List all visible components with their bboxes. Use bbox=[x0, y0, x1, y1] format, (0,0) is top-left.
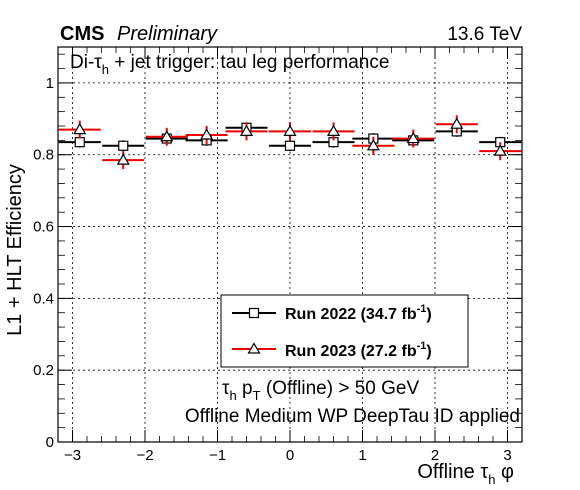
axis-ticks bbox=[57, 47, 523, 443]
x-tick-label: 3 bbox=[503, 447, 511, 464]
x-tick-label: −1 bbox=[209, 447, 226, 464]
selection-note-pt: τh pT (Offline) > 50 GeV bbox=[222, 378, 419, 403]
legend-label-run2023: Run 2023 (27.2 fb-1) bbox=[285, 340, 432, 360]
x-tick-label: 2 bbox=[431, 447, 439, 464]
y-tick-label: 0.2 bbox=[33, 362, 54, 379]
y-tick-label: 1 bbox=[46, 75, 54, 92]
data-point-triangle bbox=[366, 139, 380, 151]
data-point-triangle bbox=[116, 153, 130, 165]
data-series bbox=[58, 115, 522, 170]
experiment-label: CMS bbox=[60, 23, 104, 45]
legend-marker-run2023 bbox=[247, 342, 261, 354]
legend-box bbox=[220, 294, 469, 368]
energy-label: 13.6 TeV bbox=[447, 24, 522, 45]
data-point-square bbox=[284, 140, 296, 151]
data-point-square bbox=[74, 137, 85, 148]
selection-note-id: Offline Medium WP DeepTau ID applied bbox=[185, 406, 520, 427]
y-axis-title: L1 + HLT Efficiency bbox=[4, 164, 26, 336]
data-point-triangle bbox=[239, 124, 254, 136]
chart-inner-title: Di-τh + jet trigger: tau leg performance bbox=[70, 52, 389, 77]
x-axis-title: Offline τh φ bbox=[417, 461, 514, 487]
legend-marker-run2022 bbox=[248, 307, 260, 319]
y-tick-label: 0.6 bbox=[33, 219, 54, 236]
status-label: Preliminary bbox=[117, 23, 218, 45]
data-point-triangle bbox=[283, 124, 297, 136]
data-point-triangle bbox=[73, 122, 87, 135]
tick-labels: −3 −2 −1 0 1 2 3 0 0.2 0.4 0.6 0.8 1 bbox=[33, 75, 512, 464]
x-tick-label: 1 bbox=[358, 447, 366, 464]
x-tick-label: −2 bbox=[136, 447, 153, 464]
data-point-triangle bbox=[450, 117, 464, 129]
data-point-square bbox=[118, 140, 129, 151]
data-point-triangle bbox=[326, 124, 341, 136]
y-tick-label: 0.4 bbox=[33, 290, 54, 307]
series-1 bbox=[58, 115, 522, 170]
data-point-triangle bbox=[200, 128, 214, 140]
x-tick-label: 0 bbox=[286, 447, 294, 464]
legend: Run 2022 (34.7 fb-1) Run 2023 (27.2 fb-1… bbox=[220, 294, 469, 368]
x-tick-label: −3 bbox=[64, 447, 81, 464]
data-point-triangle bbox=[406, 131, 420, 144]
y-tick-label: 0 bbox=[46, 434, 54, 451]
legend-label-run2022: Run 2022 (34.7 fb-1) bbox=[285, 303, 432, 323]
data-point-triangle bbox=[160, 130, 174, 142]
y-tick-label: 0.8 bbox=[33, 147, 54, 164]
data-point-triangle bbox=[493, 144, 507, 156]
